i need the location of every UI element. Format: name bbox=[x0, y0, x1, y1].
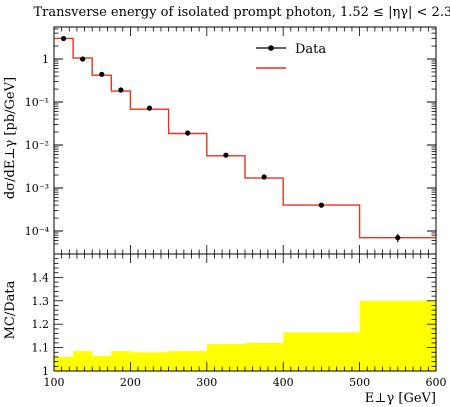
data-point bbox=[60, 35, 67, 42]
y-axis-label-bottom: MC/Data bbox=[3, 280, 18, 339]
ratio-y-tick-label: 1.1 bbox=[32, 342, 50, 355]
x-axis-label: E⊥γ [GeV] bbox=[365, 391, 436, 406]
y-tick-label: 10⁻¹ bbox=[25, 96, 49, 109]
legend-data-marker bbox=[268, 45, 274, 51]
data-point bbox=[118, 87, 124, 93]
mc-step-line bbox=[54, 37, 436, 239]
x-tick-label: 200 bbox=[120, 376, 141, 389]
y-axis-label-top: dσ/dE⊥γ [pb/GeV] bbox=[3, 77, 18, 199]
band-clip-mask bbox=[53, 371, 437, 407]
legend-data-label: Data bbox=[295, 42, 326, 57]
data-point bbox=[146, 105, 153, 111]
y-tick-label: 1 bbox=[42, 53, 49, 66]
ratio-y-tick-label: 1 bbox=[42, 365, 49, 378]
ratio-y-tick-label: 1.3 bbox=[32, 295, 50, 308]
data-point bbox=[223, 152, 229, 158]
data-point bbox=[80, 56, 86, 62]
data-point bbox=[318, 202, 324, 208]
legend: Data bbox=[256, 42, 326, 69]
data-point bbox=[261, 174, 267, 180]
data-point bbox=[185, 130, 191, 136]
ratio-y-tick-label: 1.4 bbox=[32, 271, 50, 284]
y-tick-label: 10⁻⁴ bbox=[25, 225, 50, 238]
ratio-panel: 100 200 300 400 500 600 1 1.1 1.2 1.3 1.4 bbox=[32, 253, 447, 407]
y-tick-label: 10⁻³ bbox=[25, 182, 49, 195]
data-point bbox=[99, 71, 105, 77]
x-tick-label: 300 bbox=[196, 376, 217, 389]
x-tick-label: 500 bbox=[349, 376, 370, 389]
x-tick-label: 100 bbox=[44, 376, 65, 389]
spectrum-panel: 10⁻⁴ 10⁻³ 10⁻² 10⁻¹ 1 bbox=[25, 26, 437, 255]
ratio-y-tick-label: 1.2 bbox=[32, 318, 50, 331]
y-tick-label: 10⁻² bbox=[25, 139, 49, 152]
x-tick-label: 400 bbox=[273, 376, 294, 389]
data-point bbox=[395, 235, 401, 241]
top-frame bbox=[53, 26, 437, 255]
x-tick-label: 600 bbox=[426, 376, 447, 389]
chart-title: Transverse energy of isolated prompt pho… bbox=[33, 5, 450, 20]
